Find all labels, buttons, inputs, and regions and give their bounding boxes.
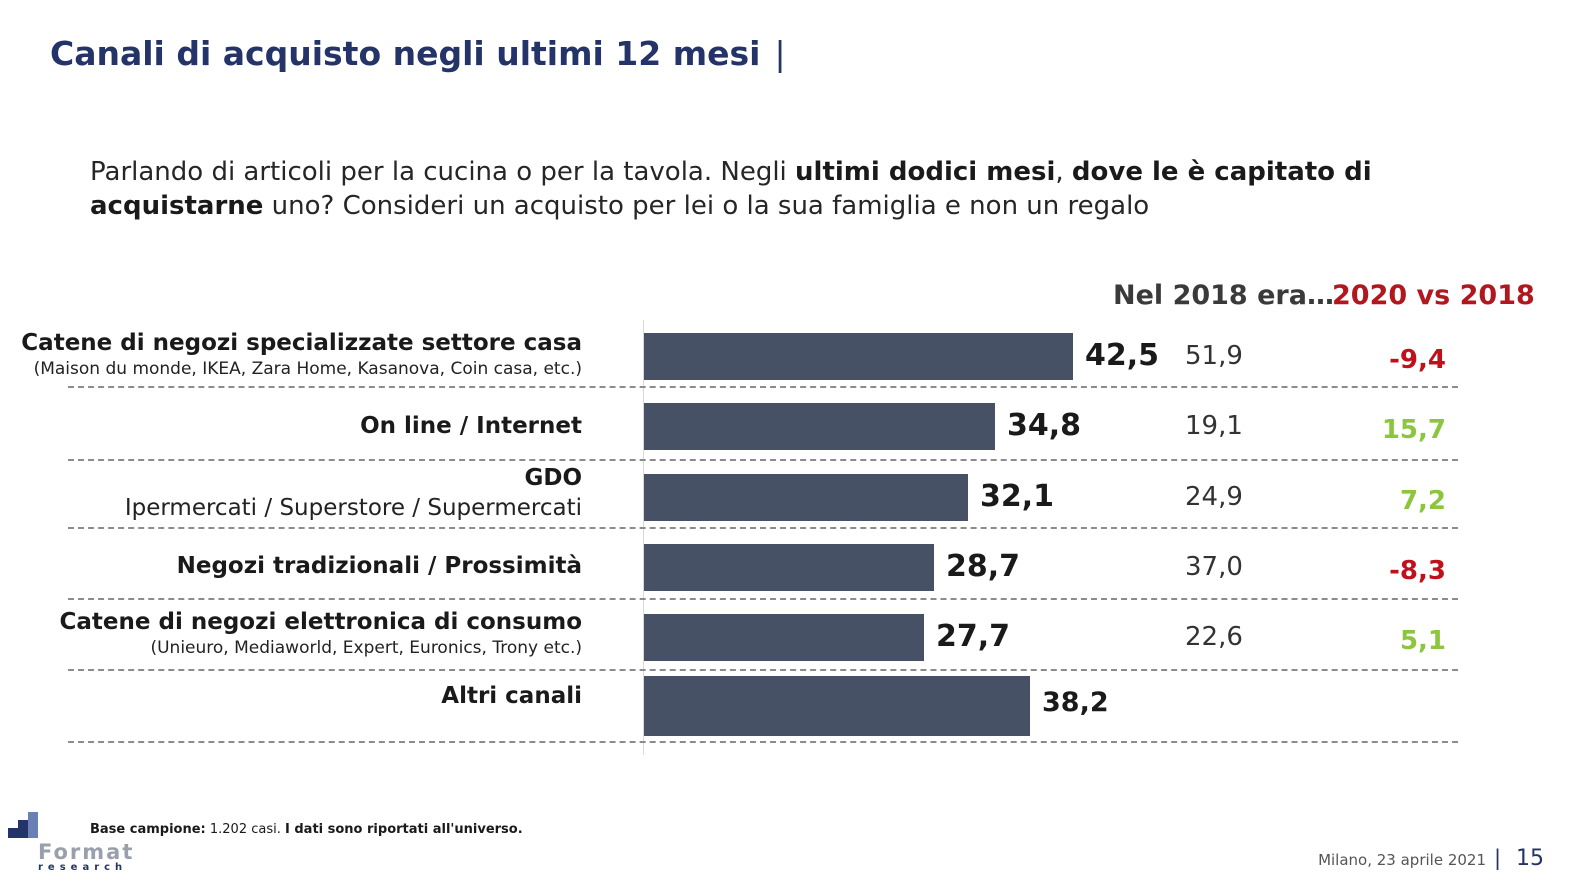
category-name: On line / Internet xyxy=(360,413,582,439)
diff-2020-vs-2018: 15,7 xyxy=(1381,415,1446,445)
value-2018: 22,6 xyxy=(1185,622,1243,652)
question-text-2: , xyxy=(1055,157,1072,187)
value-2018: 51,9 xyxy=(1185,341,1243,371)
category-subtitle: (Maison du monde, IKEA, Zara Home, Kasan… xyxy=(33,359,582,379)
row-divider xyxy=(68,669,1458,671)
category-label: GDO Ipermercati / Superstore / Supermerca… xyxy=(125,463,582,523)
row-divider xyxy=(68,741,1458,743)
page-number: 15 xyxy=(1516,846,1544,871)
question-text-1: Parlando di articoli per la cucina o per… xyxy=(90,157,796,187)
diff-2020-vs-2018: -9,4 xyxy=(1389,345,1446,375)
diff-2020-vs-2018: 7,2 xyxy=(1399,486,1446,516)
chart-bar xyxy=(644,474,968,521)
logo-subtitle: research xyxy=(38,862,128,873)
column-header-2018: Nel 2018 era… xyxy=(1113,280,1334,311)
row-divider xyxy=(68,527,1458,529)
base-value: 1.202 casi. xyxy=(205,822,285,837)
sample-base-note: Base campione: 1.202 casi. I dati sono r… xyxy=(90,822,523,837)
format-research-logo-icon xyxy=(8,812,38,838)
chart-bar xyxy=(644,544,934,591)
question-text-3: uno? Consideri un acquisto per lei o la … xyxy=(263,191,1150,221)
category-name: Catene di negozi elettronica di consumo xyxy=(59,609,582,635)
footer-separator: | xyxy=(1494,846,1502,870)
column-header-diff: 2020 vs 2018 xyxy=(1332,280,1535,311)
survey-question: Parlando di articoli per la cucina o per… xyxy=(90,155,1420,223)
bar-value-label: 42,5 xyxy=(1085,337,1160,373)
category-name: Negozi tradizionali / Prossimità xyxy=(176,553,582,579)
chart-bar xyxy=(644,676,1030,736)
category-subtitle: Ipermercati / Superstore / Supermercati xyxy=(124,495,582,521)
category-label: On line / Internet xyxy=(360,411,582,441)
value-2018: 19,1 xyxy=(1185,411,1243,441)
value-2018: 24,9 xyxy=(1185,482,1243,512)
question-bold-2: dove le è capitato di acquistarne xyxy=(90,157,1372,221)
chart-bar xyxy=(644,333,1073,380)
category-name: Catene di negozi specializzate settore c… xyxy=(21,330,582,356)
bar-value-label: 27,7 xyxy=(936,618,1011,654)
logo-wordmark: Format xyxy=(38,840,135,864)
category-name: GDO xyxy=(524,465,582,491)
question-bold-1: ultimi dodici mesi xyxy=(795,157,1056,187)
chart-bar xyxy=(644,614,924,661)
row-divider xyxy=(68,459,1458,461)
page-title: Canali di acquisto negli ultimi 12 mesi | xyxy=(50,34,786,73)
chart-bar xyxy=(644,403,995,450)
category-label: Catene di negozi specializzate settore c… xyxy=(21,328,582,380)
bar-value-label: 28,7 xyxy=(946,548,1021,584)
diff-2020-vs-2018: 5,1 xyxy=(1399,626,1446,656)
bar-value-label: 38,2 xyxy=(1042,687,1109,718)
category-subtitle: (Unieuro, Mediaworld, Expert, Euronics, … xyxy=(150,638,582,658)
base-label: Base campione: xyxy=(90,822,206,837)
row-divider xyxy=(68,386,1458,388)
base-disclaimer: I dati sono riportati all'universo. xyxy=(285,822,523,837)
chart-axis-line xyxy=(643,320,644,755)
category-label: Negozi tradizionali / Prossimità xyxy=(177,551,582,581)
category-name: Altri canali xyxy=(441,683,582,709)
bar-value-label: 34,8 xyxy=(1007,407,1082,443)
value-2018: 37,0 xyxy=(1185,552,1243,582)
row-divider xyxy=(68,598,1458,600)
diff-2020-vs-2018: -8,3 xyxy=(1389,556,1446,586)
bar-value-label: 32,1 xyxy=(980,478,1055,514)
category-label: Catene di negozi elettronica di consumo (… xyxy=(60,607,582,659)
title-text: Canali di acquisto negli ultimi 12 mesi xyxy=(50,34,761,73)
footer-date: Milano, 23 aprile 2021 xyxy=(1318,851,1486,869)
category-label: Altri canali xyxy=(441,681,582,711)
title-separator: | xyxy=(774,34,786,73)
